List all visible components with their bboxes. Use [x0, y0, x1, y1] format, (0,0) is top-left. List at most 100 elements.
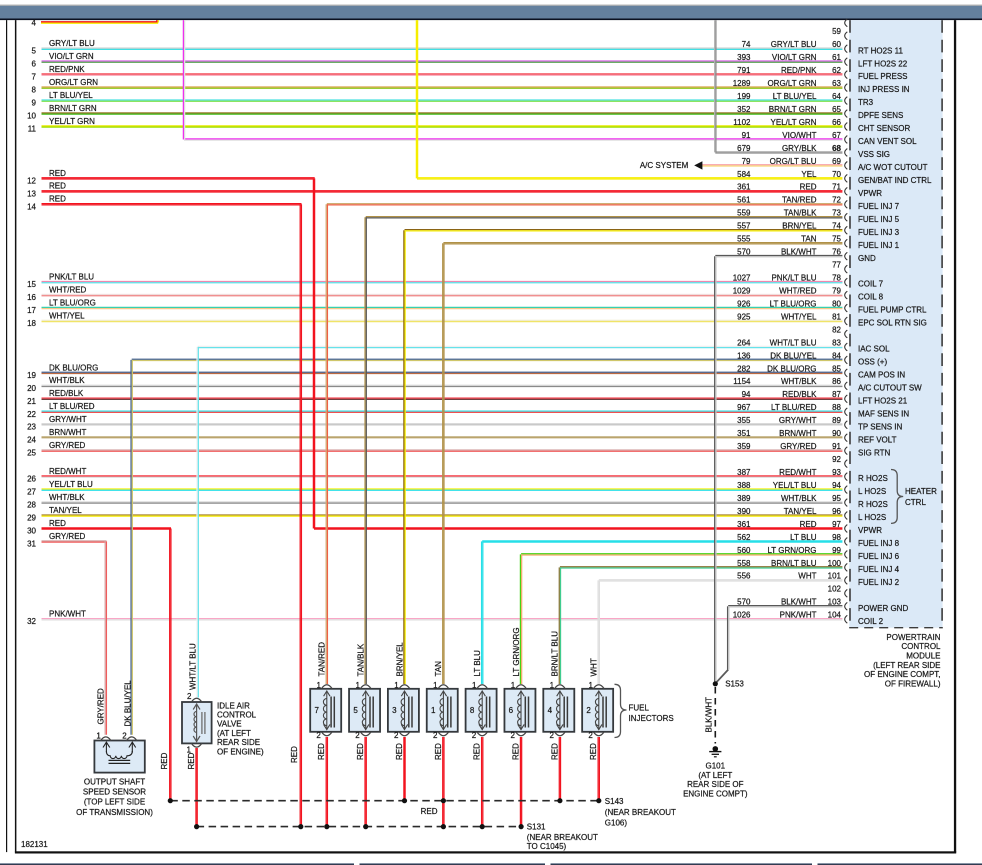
svg-text:WHT/LT BLU: WHT/LT BLU: [770, 338, 817, 347]
svg-text:RED: RED: [49, 169, 66, 178]
svg-text:TAN: TAN: [434, 661, 443, 677]
svg-text:G101: G101: [706, 762, 726, 771]
svg-text:2: 2: [122, 731, 127, 740]
svg-text:TAN/YEL: TAN/YEL: [49, 506, 82, 515]
svg-text:570: 570: [737, 598, 751, 607]
svg-text:GRY/LT BLU: GRY/LT BLU: [771, 40, 817, 49]
svg-text:(AT LEFT: (AT LEFT: [698, 771, 732, 780]
svg-text:101: 101: [828, 572, 842, 581]
svg-text:RED: RED: [434, 743, 443, 760]
svg-text:555: 555: [737, 235, 751, 244]
svg-text:DK BLU/YEL: DK BLU/YEL: [770, 351, 817, 360]
svg-text:ORG/LT GRN: ORG/LT GRN: [49, 78, 98, 87]
svg-text:(AT LEFT: (AT LEFT: [217, 729, 251, 738]
svg-text:HEATER: HEATER: [905, 487, 937, 496]
svg-text:79: 79: [742, 157, 751, 166]
svg-text:359: 359: [737, 442, 751, 451]
svg-text:(TOP LEFT SIDE: (TOP LEFT SIDE: [84, 798, 145, 807]
svg-text:RED/BLK: RED/BLK: [49, 389, 84, 398]
svg-text:DPFE SENS: DPFE SENS: [858, 111, 903, 120]
svg-text:RED/BLK: RED/BLK: [782, 390, 817, 399]
svg-text:SPEED SENSOR: SPEED SENSOR: [83, 788, 146, 797]
svg-text:84: 84: [832, 351, 841, 360]
svg-text:1: 1: [589, 681, 594, 690]
svg-text:91: 91: [832, 442, 841, 451]
svg-text:82: 82: [832, 325, 841, 334]
svg-text:RED: RED: [800, 183, 817, 192]
svg-text:WHT/YEL: WHT/YEL: [49, 311, 85, 320]
svg-text:TAN/YEL: TAN/YEL: [784, 507, 817, 516]
svg-text:679: 679: [737, 144, 751, 153]
svg-text:19: 19: [27, 371, 36, 380]
svg-text:94: 94: [742, 390, 751, 399]
svg-text:YEL/LT BLU: YEL/LT BLU: [773, 481, 817, 490]
svg-text:97: 97: [832, 520, 841, 529]
svg-text:CTRL: CTRL: [905, 498, 926, 507]
svg-text:558: 558: [737, 559, 751, 568]
svg-text:VIO/LT GRN: VIO/LT GRN: [772, 53, 817, 62]
svg-text:7: 7: [32, 73, 37, 82]
svg-text:76: 76: [832, 248, 841, 257]
svg-text:74: 74: [832, 222, 841, 231]
svg-text:RED: RED: [589, 743, 598, 760]
svg-text:WHT/RED: WHT/RED: [779, 287, 817, 296]
svg-text:102: 102: [828, 585, 842, 594]
svg-text:PNK/LT BLU: PNK/LT BLU: [771, 274, 816, 283]
svg-text:YEL/LT GRN: YEL/LT GRN: [49, 117, 95, 126]
svg-text:RED/WHT: RED/WHT: [49, 467, 86, 476]
svg-text:264: 264: [737, 338, 751, 347]
svg-text:67: 67: [832, 131, 841, 140]
svg-text:BLK/WHT: BLK/WHT: [705, 697, 714, 733]
svg-text:WHT/BLK: WHT/BLK: [781, 494, 817, 503]
svg-text:74: 74: [742, 40, 751, 49]
svg-text:393: 393: [737, 53, 751, 62]
svg-text:70: 70: [832, 170, 841, 179]
svg-text:3: 3: [392, 706, 397, 715]
svg-text:CONTROL: CONTROL: [217, 711, 257, 720]
svg-text:SIG RTN: SIG RTN: [858, 448, 891, 457]
svg-text:WHT/BLK: WHT/BLK: [49, 493, 85, 502]
svg-text:926: 926: [737, 299, 751, 308]
svg-text:1029: 1029: [733, 287, 751, 296]
svg-text:66: 66: [832, 118, 841, 127]
svg-text:INJECTORS: INJECTORS: [629, 714, 674, 723]
svg-text:VIO/WHT: VIO/WHT: [782, 131, 816, 140]
svg-text:29: 29: [27, 514, 36, 523]
svg-text:OF ENGINE): OF ENGINE): [217, 747, 264, 756]
svg-text:G106): G106): [605, 819, 628, 828]
svg-text:199: 199: [737, 92, 751, 101]
svg-text:83: 83: [832, 338, 841, 347]
svg-text:WHT/BLK: WHT/BLK: [49, 376, 85, 385]
svg-text:791: 791: [737, 66, 751, 75]
svg-text:1289: 1289: [733, 79, 751, 88]
svg-text:FUEL INJ 5: FUEL INJ 5: [858, 215, 900, 224]
svg-text:BRN/WHT: BRN/WHT: [49, 428, 86, 437]
svg-text:93: 93: [832, 468, 841, 477]
svg-text:182131: 182131: [21, 840, 48, 849]
svg-text:S153: S153: [725, 679, 744, 688]
svg-text:71: 71: [832, 183, 841, 192]
svg-text:OF TRANSMISSION): OF TRANSMISSION): [76, 808, 153, 817]
svg-text:361: 361: [737, 183, 751, 192]
svg-text:1027: 1027: [733, 274, 751, 283]
svg-text:1102: 1102: [733, 118, 751, 127]
svg-text:GND: GND: [858, 254, 876, 263]
svg-text:RED: RED: [290, 746, 299, 763]
svg-text:4: 4: [32, 18, 37, 27]
svg-text:TAN/RED: TAN/RED: [318, 642, 327, 677]
svg-text:1: 1: [550, 681, 555, 690]
svg-text:RED/PNK: RED/PNK: [49, 65, 85, 74]
svg-text:98: 98: [832, 533, 841, 542]
svg-text:80: 80: [832, 299, 841, 308]
svg-text:REAR SIDE OF: REAR SIDE OF: [687, 780, 744, 789]
svg-text:VALVE: VALVE: [217, 720, 242, 729]
svg-text:YEL/LT BLU: YEL/LT BLU: [49, 480, 93, 489]
svg-text:(LEFT REAR SIDE: (LEFT REAR SIDE: [873, 661, 940, 670]
svg-text:12: 12: [27, 176, 36, 185]
svg-text:GRY/RED: GRY/RED: [49, 532, 86, 541]
svg-text:2: 2: [511, 731, 516, 740]
svg-text:6: 6: [509, 706, 514, 715]
svg-text:2: 2: [316, 731, 321, 740]
svg-text:75: 75: [832, 235, 841, 244]
svg-text:561: 561: [737, 196, 751, 205]
